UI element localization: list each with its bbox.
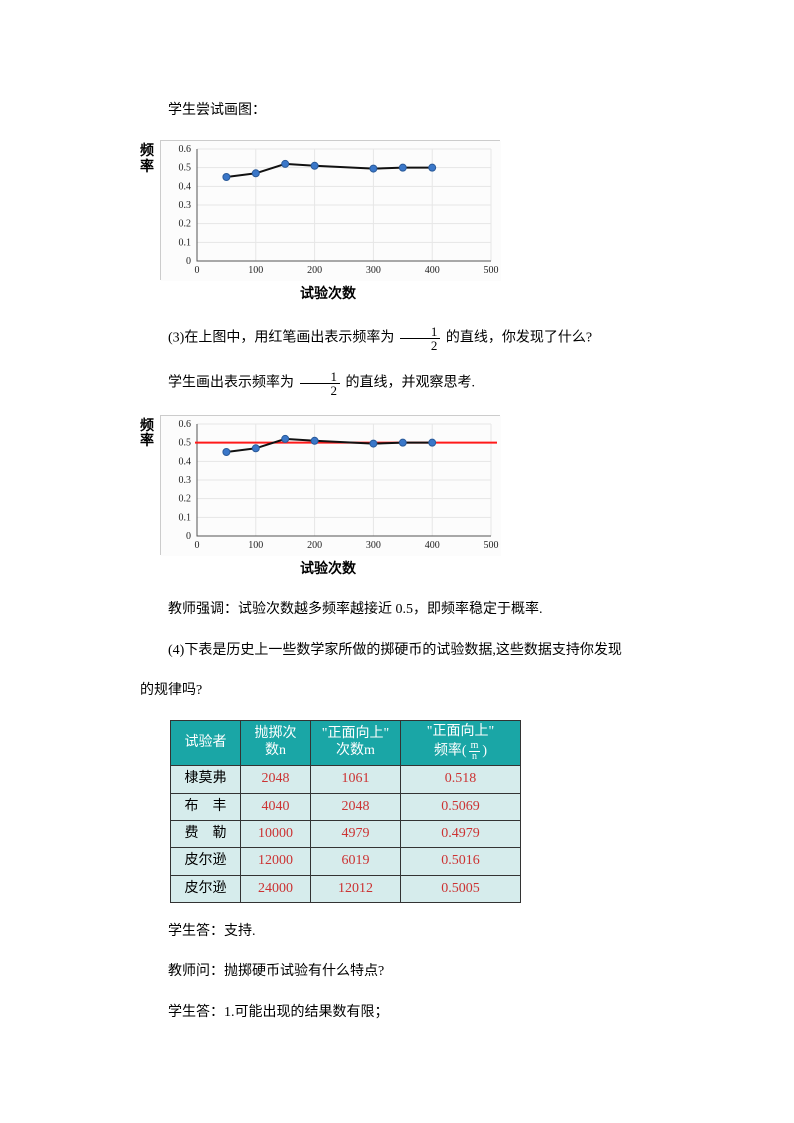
paragraph-2: (3)在上图中，用红笔画出表示频率为 12 的直线，你发现了什么?: [140, 325, 654, 352]
chart-1-xlabel: 试验次数: [158, 284, 498, 306]
svg-text:0.2: 0.2: [179, 493, 192, 504]
table-cell: 6019: [311, 848, 401, 875]
svg-text:0: 0: [195, 265, 200, 276]
chart-1-ylabel: 频率: [140, 144, 156, 175]
svg-text:100: 100: [248, 265, 263, 276]
svg-text:400: 400: [425, 540, 440, 551]
svg-text:400: 400: [425, 265, 440, 276]
paragraph-4: 教师强调：试验次数越多频率越接近 0.5，即频率稳定于概率.: [140, 599, 654, 621]
chart-1: 0 0.1 0.2 0.3 0.4 0.5 0.6 0 100 200 300 400 500: [160, 140, 500, 280]
table-row: 费 勒1000049790.4979: [171, 820, 521, 847]
paragraph-2a: (3)在上图中，用红笔画出表示频率为: [168, 331, 394, 346]
table-row: 皮尔逊1200060190.5016: [171, 848, 521, 875]
paragraph-7: 教师问：抛掷硬币试验有什么特点?: [140, 961, 654, 983]
svg-text:0.4: 0.4: [179, 456, 192, 467]
fraction-half-1: 12: [400, 325, 441, 352]
svg-text:200: 200: [307, 265, 322, 276]
table-cell: 10000: [241, 820, 311, 847]
svg-text:300: 300: [366, 265, 381, 276]
svg-text:0.5: 0.5: [179, 163, 192, 174]
paragraph-6: 学生答：支持.: [140, 921, 654, 943]
svg-text:0.2: 0.2: [179, 219, 192, 230]
table-cell: 0.5069: [401, 793, 521, 820]
paragraph-5a: (4)下表是历史上一些数学家所做的掷硬币的试验数据,这些数据支持你发现: [140, 640, 654, 662]
svg-text:500: 500: [484, 265, 499, 276]
paragraph-3b: 的直线，并观察思考.: [346, 376, 476, 391]
historical-data-table: 试验者抛掷次数n"正面向上"次数m"正面向上"频率(mn)棣莫弗20481061…: [170, 720, 521, 903]
svg-text:0.3: 0.3: [179, 200, 192, 211]
table-cell: 费 勒: [171, 820, 241, 847]
svg-text:0.6: 0.6: [179, 419, 192, 430]
table-cell: 皮尔逊: [171, 875, 241, 902]
table-cell: 皮尔逊: [171, 848, 241, 875]
table-row: 皮尔逊24000120120.5005: [171, 875, 521, 902]
table-header: 试验者: [171, 721, 241, 766]
paragraph-5b: 的规律吗?: [140, 680, 654, 702]
svg-text:0.5: 0.5: [179, 437, 192, 448]
table-header: 抛掷次数n: [241, 721, 311, 766]
chart-2-block: 频率 0 0.1 0.2 0.3 0.4 0.5 0.6 0 100 200 300 400 500 试…: [140, 415, 654, 581]
svg-text:300: 300: [366, 540, 381, 551]
table-cell: 4979: [311, 820, 401, 847]
table-cell: 12012: [311, 875, 401, 902]
svg-text:0: 0: [195, 540, 200, 551]
table-cell: 4040: [241, 793, 311, 820]
table-header: "正面向上"次数m: [311, 721, 401, 766]
table-cell: 2048: [311, 793, 401, 820]
table-cell: 棣莫弗: [171, 766, 241, 793]
paragraph-3: 学生画出表示频率为 12 的直线，并观察思考.: [140, 370, 654, 397]
paragraph-3a: 学生画出表示频率为: [168, 376, 294, 391]
fraction-half-2: 12: [300, 370, 341, 397]
svg-text:100: 100: [248, 540, 263, 551]
table-cell: 0.5005: [401, 875, 521, 902]
table-cell: 0.5016: [401, 848, 521, 875]
table-cell: 12000: [241, 848, 311, 875]
chart-2: 0 0.1 0.2 0.3 0.4 0.5 0.6 0 100 200 300 400 500: [160, 415, 500, 555]
table-cell: 0.518: [401, 766, 521, 793]
table-row: 棣莫弗204810610.518: [171, 766, 521, 793]
chart-1-svg: 0 0.1 0.2 0.3 0.4 0.5 0.6 0 100 200 300 400 500: [161, 141, 501, 281]
paragraph-1: 学生尝试画图：: [140, 100, 654, 122]
paragraph-2b: 的直线，你发现了什么?: [446, 331, 592, 346]
table-cell: 0.4979: [401, 820, 521, 847]
chart-1-block: 频率 0 0.1 0.2 0.3 0.4 0.5 0.6 0 100 200 300 400 500 试…: [140, 140, 654, 306]
chart-2-xlabel: 试验次数: [158, 559, 498, 581]
chart-2-ylabel: 频率: [140, 419, 156, 450]
svg-text:500: 500: [484, 540, 499, 551]
svg-text:0.1: 0.1: [179, 238, 192, 249]
table-cell: 24000: [241, 875, 311, 902]
svg-text:0.1: 0.1: [179, 512, 192, 523]
svg-text:0.6: 0.6: [179, 144, 192, 155]
svg-text:0: 0: [186, 531, 191, 542]
chart-2-svg: 0 0.1 0.2 0.3 0.4 0.5 0.6 0 100 200 300 400 500: [161, 416, 501, 556]
table-header: "正面向上"频率(mn): [401, 721, 521, 766]
svg-text:0.3: 0.3: [179, 475, 192, 486]
table-cell: 布 丰: [171, 793, 241, 820]
table-cell: 1061: [311, 766, 401, 793]
table-cell: 2048: [241, 766, 311, 793]
svg-text:0: 0: [186, 256, 191, 267]
paragraph-8: 学生答：1.可能出现的结果数有限；: [140, 1002, 654, 1024]
svg-text:0.4: 0.4: [179, 182, 192, 193]
svg-text:200: 200: [307, 540, 322, 551]
table-row: 布 丰404020480.5069: [171, 793, 521, 820]
